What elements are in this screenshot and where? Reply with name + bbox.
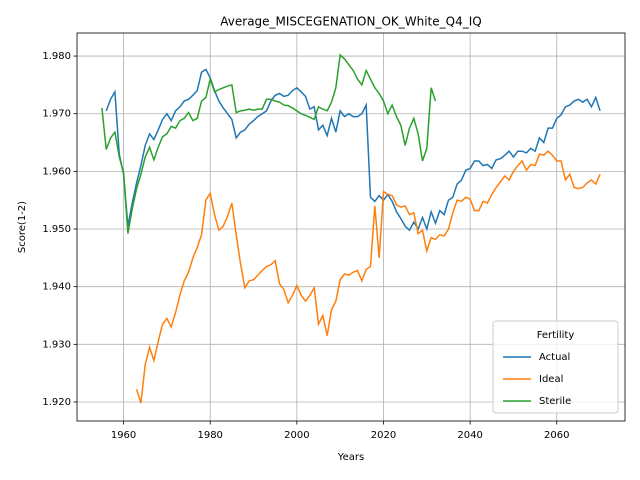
legend-box bbox=[492, 320, 619, 414]
legend-label: Ideal bbox=[539, 374, 563, 385]
x-tick-label: 1960 bbox=[111, 430, 136, 441]
series-line bbox=[135, 150, 601, 404]
x-axis-label: Years bbox=[337, 452, 364, 463]
chart-title: Average_MISCEGENATION_OK_White_Q4_IQ bbox=[220, 15, 481, 29]
y-tick-label: 1.960 bbox=[42, 166, 71, 177]
series-line bbox=[101, 53, 437, 234]
y-tick-label: 1.980 bbox=[42, 51, 71, 62]
series-line bbox=[105, 68, 601, 232]
x-tick-label: 2060 bbox=[544, 430, 569, 441]
y-tick-label: 1.970 bbox=[42, 109, 71, 120]
y-axis-label: Score(1-2) bbox=[17, 201, 28, 253]
y-tick-label: 1.940 bbox=[42, 282, 71, 293]
x-tick-label: 2000 bbox=[284, 430, 309, 441]
plot-frame bbox=[76, 32, 626, 422]
x-tick-label: 2040 bbox=[457, 430, 482, 441]
y-tick-label: 1.950 bbox=[42, 224, 71, 235]
y-tick-label: 1.930 bbox=[42, 339, 71, 350]
x-tick-label: 1980 bbox=[197, 430, 222, 441]
legend-label: Sterile bbox=[539, 396, 571, 407]
y-tick-label: 1.920 bbox=[42, 397, 71, 408]
x-tick-label: 2020 bbox=[371, 430, 396, 441]
legend-title: Fertility bbox=[537, 330, 575, 341]
legend-label: Actual bbox=[539, 352, 570, 363]
